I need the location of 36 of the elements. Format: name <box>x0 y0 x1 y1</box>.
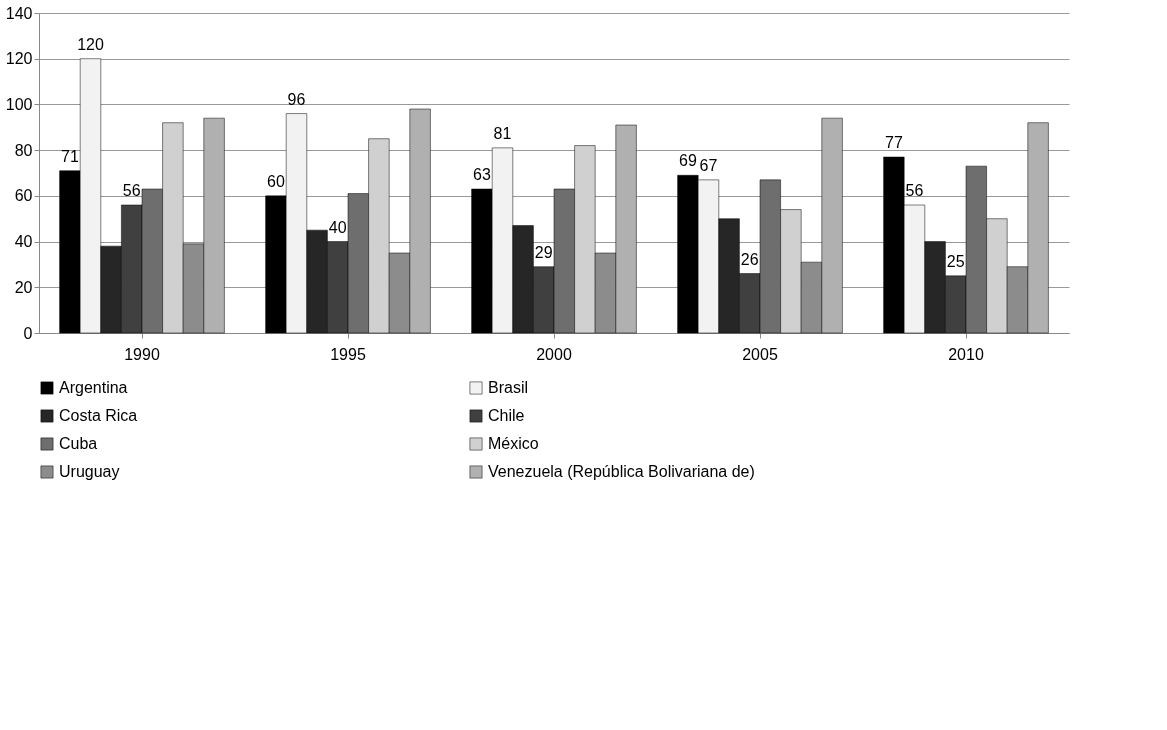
data-label: 26 <box>740 250 759 268</box>
y-tick-label: 100 <box>5 95 33 113</box>
data-label: 56 <box>905 182 924 199</box>
data-label: 56 <box>122 182 141 199</box>
data-label: 29 <box>534 243 553 261</box>
data-label: 120 <box>77 35 104 53</box>
data-label: 81 <box>493 124 512 142</box>
data-label: 96 <box>287 90 306 108</box>
data-label: 69 <box>679 152 697 170</box>
legend-label: Costa Rica <box>59 407 138 424</box>
x-tick-label: 2000 <box>536 345 572 363</box>
y-tick-label: 40 <box>14 233 33 251</box>
legend-label: Uruguay <box>59 463 120 480</box>
y-tick-label: 60 <box>14 187 33 205</box>
data-label: 60 <box>267 172 285 190</box>
legend-label: Chile <box>488 407 525 424</box>
data-label: 25 <box>946 252 965 270</box>
y-tick-label: 80 <box>14 141 33 159</box>
legend-label: Argentina <box>59 379 128 396</box>
legend-label: Venezuela (República Bolivariana de) <box>488 463 755 480</box>
x-tick-label: 2005 <box>742 345 778 363</box>
legend-label: México <box>488 435 539 452</box>
legend-label: Brasil <box>488 379 529 396</box>
data-label: 63 <box>473 166 491 183</box>
y-tick-label: 0 <box>23 324 33 342</box>
x-tick-label: 2010 <box>948 345 984 363</box>
data-label: 77 <box>885 134 903 151</box>
data-label: 71 <box>61 147 79 165</box>
legend-label: Cuba <box>59 435 98 452</box>
y-tick-label: 120 <box>5 50 33 68</box>
y-tick-label: 20 <box>14 278 33 296</box>
y-tick-label: 140 <box>5 4 33 22</box>
data-label: 67 <box>699 156 718 174</box>
x-tick-label: 1990 <box>124 345 160 363</box>
x-tick-label: 1995 <box>330 345 366 363</box>
data-label: 40 <box>328 218 347 236</box>
